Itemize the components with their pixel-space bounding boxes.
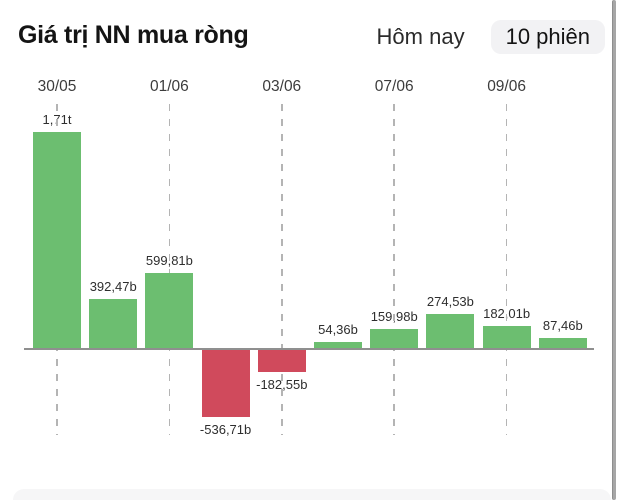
tab-10-sessions[interactable]: 10 phiên: [490, 20, 605, 54]
positive-bar[interactable]: [89, 299, 138, 349]
x-tick-label: 09/06: [487, 78, 526, 95]
positive-bar[interactable]: [33, 132, 81, 349]
positive-bar[interactable]: [370, 328, 419, 349]
next-card-top-edge: [13, 489, 611, 500]
bar-value-label: -536,71b: [199, 422, 252, 438]
bar-value-label: 54,36b: [318, 322, 358, 338]
vertical-scrollbar-thumb[interactable]: [611, 0, 616, 500]
negative-bar[interactable]: [201, 349, 250, 418]
tab-today[interactable]: Hôm nay: [377, 20, 465, 54]
bar-value-label: 1,71t: [42, 112, 72, 127]
negative-bar[interactable]: [257, 349, 306, 373]
bar-value-label: 392,47b: [89, 279, 137, 295]
vertical-gridline: [393, 104, 395, 435]
vertical-gridline: [168, 104, 171, 435]
bar-value-label: -182,55b: [256, 377, 308, 393]
positive-bar[interactable]: [314, 342, 362, 349]
positive-bar[interactable]: [145, 272, 194, 349]
x-axis-baseline: [24, 348, 594, 350]
x-tick-label: 03/06: [262, 78, 302, 95]
x-tick-label: 07/06: [374, 78, 414, 95]
vertical-gridline: [505, 104, 508, 435]
bar-value-label: 599,81b: [145, 252, 193, 268]
period-tabs: Hôm nay 10 phiên: [377, 20, 605, 54]
positive-bar[interactable]: [426, 314, 475, 349]
positive-bar[interactable]: [538, 337, 587, 349]
positive-bar[interactable]: [482, 325, 531, 349]
page-title: Giá trị NN mua ròng: [18, 21, 249, 49]
x-tick-label: 01/06: [149, 78, 189, 95]
bar-value-label: 87,46b: [542, 317, 583, 333]
x-tick-label: 30/05: [37, 78, 77, 95]
bar-value-label: 274,53b: [426, 294, 474, 310]
